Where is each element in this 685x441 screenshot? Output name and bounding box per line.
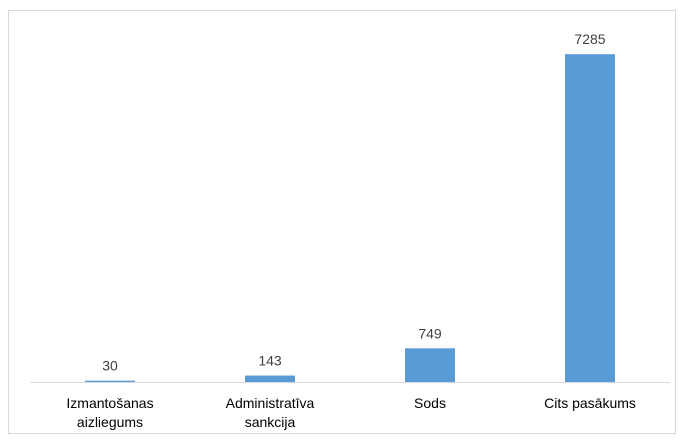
x-tick-label-1: Administratīva sankcija xyxy=(226,395,315,430)
x-tick-label-2-line-0: Sods xyxy=(414,395,446,411)
x-tick-label-0-line-0: Izmantošanas xyxy=(66,395,153,411)
x-tick-label-0-line-1: aizliegums xyxy=(77,414,143,430)
bar-1 xyxy=(245,375,295,382)
x-tick-label-1-line-1: sankcija xyxy=(245,414,296,430)
bar-2 xyxy=(405,348,455,382)
x-tick-label-3: Cits pasākums xyxy=(544,395,636,411)
x-tick-label-0: Izmantošanas aizliegums xyxy=(66,395,153,430)
data-label-3: 7285 xyxy=(574,31,605,47)
data-label-2: 749 xyxy=(418,325,442,341)
bar-3 xyxy=(565,54,615,383)
data-labels: 30 143 749 7285 xyxy=(102,31,606,373)
chart-area xyxy=(8,10,676,434)
x-tick-label-2: Sods xyxy=(414,395,446,411)
data-label-0: 30 xyxy=(102,358,118,374)
x-axis-tick-labels: Izmantošanas aizliegums Administratīva sank… xyxy=(66,395,635,430)
x-tick-label-3-line-0: Cits pasākums xyxy=(544,395,636,411)
data-label-1: 143 xyxy=(258,353,282,369)
bars xyxy=(85,54,615,383)
x-tick-label-1-line-0: Administratīva xyxy=(226,395,315,411)
bar-0 xyxy=(85,380,135,382)
